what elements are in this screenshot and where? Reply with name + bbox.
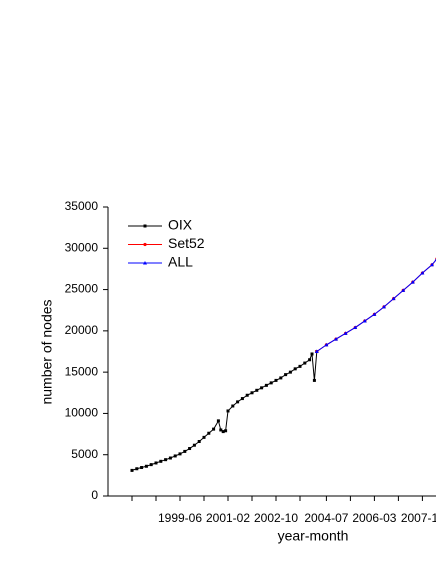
- marker: [293, 367, 297, 371]
- marker: [260, 386, 264, 390]
- marker: [192, 443, 196, 447]
- y-tick-label: 0: [91, 488, 98, 502]
- marker: [212, 427, 216, 431]
- marker: [221, 430, 225, 434]
- marker: [430, 262, 434, 267]
- marker: [240, 397, 244, 401]
- marker: [334, 337, 338, 341]
- marker: [164, 458, 168, 462]
- x-axis-label: year-month: [278, 528, 349, 544]
- marker: [140, 466, 144, 470]
- y-axis-label: number of nodes: [39, 299, 55, 404]
- marker: [303, 361, 307, 365]
- marker: [284, 373, 288, 377]
- marker: [324, 342, 329, 347]
- marker: [143, 242, 147, 247]
- x-tick-label: 2001-02: [206, 511, 250, 525]
- y-tick-label: 30000: [65, 240, 99, 254]
- marker: [188, 447, 192, 451]
- marker: [401, 288, 406, 292]
- marker: [183, 449, 187, 453]
- x-tick-label: 2004-07: [304, 511, 348, 525]
- marker: [308, 358, 312, 362]
- x-tick-label: 2002-10: [254, 511, 298, 525]
- x-tick-label: 1999-06: [158, 511, 202, 525]
- marker: [168, 456, 172, 460]
- marker: [216, 419, 220, 423]
- marker: [362, 318, 367, 323]
- marker: [219, 428, 223, 432]
- marker: [274, 378, 278, 382]
- marker: [298, 364, 302, 368]
- y-tick-label: 5000: [71, 447, 98, 461]
- legend-label: Set52: [168, 235, 205, 251]
- series-line: [316, 259, 436, 352]
- legend-label: OIX: [168, 217, 193, 233]
- marker: [226, 409, 230, 413]
- marker: [224, 429, 228, 433]
- marker: [143, 224, 147, 228]
- marker: [197, 440, 201, 444]
- marker: [245, 393, 249, 397]
- series-line: [131, 351, 318, 471]
- marker: [143, 261, 147, 265]
- marker: [173, 454, 177, 458]
- marker: [288, 370, 292, 374]
- x-tick-label: 2007-11: [401, 511, 436, 525]
- y-tick-label: 35000: [65, 199, 99, 213]
- marker: [391, 296, 396, 301]
- marker: [420, 271, 425, 275]
- marker: [231, 404, 235, 408]
- marker: [310, 352, 314, 356]
- marker: [353, 325, 358, 330]
- y-tick-label: 20000: [65, 323, 99, 337]
- marker: [264, 383, 268, 387]
- marker: [269, 381, 273, 385]
- marker: [314, 349, 319, 353]
- marker: [372, 312, 377, 316]
- y-tick-label: 15000: [65, 364, 99, 378]
- legend-label: ALL: [168, 254, 193, 270]
- y-tick-label: 25000: [65, 282, 99, 296]
- marker: [202, 435, 206, 439]
- marker: [154, 461, 158, 465]
- marker: [312, 378, 316, 382]
- marker: [135, 467, 139, 471]
- marker: [410, 280, 415, 284]
- marker: [144, 464, 148, 468]
- marker: [130, 468, 134, 472]
- marker: [236, 400, 240, 404]
- x-tick-label: 2006-03: [352, 511, 396, 525]
- marker: [250, 391, 254, 395]
- series-line: [316, 259, 436, 352]
- marker: [159, 459, 163, 463]
- marker: [149, 463, 153, 467]
- marker: [382, 304, 386, 309]
- marker: [207, 431, 211, 435]
- y-tick-label: 10000: [65, 406, 99, 420]
- marker: [343, 331, 348, 335]
- marker: [255, 388, 259, 392]
- marker: [279, 376, 283, 380]
- marker: [178, 452, 182, 456]
